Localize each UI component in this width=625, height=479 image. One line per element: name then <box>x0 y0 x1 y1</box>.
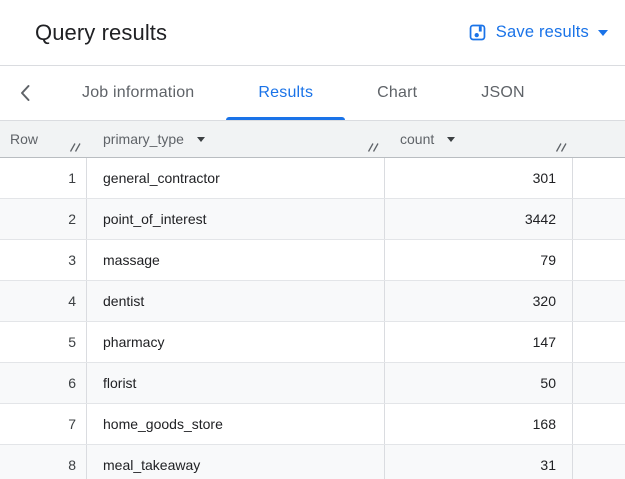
count-cell: 168 <box>385 404 573 444</box>
primary-type-cell: massage <box>87 240 385 280</box>
count-cell: 79 <box>385 240 573 280</box>
column-label: primary_type <box>103 131 184 147</box>
count-cell: 50 <box>385 363 573 403</box>
save-icon <box>468 23 487 42</box>
filler-cell <box>573 445 625 479</box>
caret-down-icon[interactable] <box>196 136 205 142</box>
filler-cell <box>573 240 625 280</box>
table-row: 5 pharmacy 147 <box>0 322 625 363</box>
save-results-button[interactable]: Save results <box>468 23 608 42</box>
row-number-cell: 4 <box>0 281 87 321</box>
filler-cell <box>573 281 625 321</box>
filler-cell <box>573 199 625 239</box>
table-row: 8 meal_takeaway 31 <box>0 445 625 479</box>
column-label: Row <box>10 131 39 147</box>
table-row: 3 massage 79 <box>0 240 625 281</box>
column-header-filler <box>573 121 625 157</box>
primary-type-cell: general_contractor <box>87 158 385 198</box>
tab-chart[interactable]: Chart <box>345 66 449 120</box>
column-resize-handle[interactable] <box>367 140 380 152</box>
caret-down-icon <box>598 29 608 36</box>
column-resize-handle[interactable] <box>69 140 82 152</box>
primary-type-cell: meal_takeaway <box>87 445 385 479</box>
primary-type-cell: florist <box>87 363 385 403</box>
table-header-row: Row primary_type count <box>0 121 625 158</box>
table-row: 1 general_contractor 301 <box>0 158 625 199</box>
chevron-left-icon <box>19 84 31 102</box>
results-tab-bar: Job information Results Chart JSON <box>0 66 625 121</box>
tab-results[interactable]: Results <box>226 66 346 120</box>
row-number-cell: 3 <box>0 240 87 280</box>
table-row: 2 point_of_interest 3442 <box>0 199 625 240</box>
panel-header: Query results Save results <box>0 0 625 66</box>
save-results-label: Save results <box>495 23 589 41</box>
filler-cell <box>573 363 625 403</box>
row-number-cell: 5 <box>0 322 87 362</box>
tab-label: Job information <box>82 84 195 101</box>
row-number-cell: 1 <box>0 158 87 198</box>
table-row: 7 home_goods_store 168 <box>0 404 625 445</box>
column-label: count <box>400 131 435 147</box>
tab-label: Results <box>258 84 314 101</box>
primary-type-cell: home_goods_store <box>87 404 385 444</box>
count-cell: 301 <box>385 158 573 198</box>
column-header-count[interactable]: count <box>385 121 573 157</box>
filler-cell <box>573 404 625 444</box>
count-cell: 31 <box>385 445 573 479</box>
filler-cell <box>573 158 625 198</box>
tab-label: Chart <box>377 84 418 101</box>
tab-label: JSON <box>481 84 525 101</box>
active-tab-underline <box>226 117 346 120</box>
filler-cell <box>573 322 625 362</box>
primary-type-cell: pharmacy <box>87 322 385 362</box>
row-number-cell: 7 <box>0 404 87 444</box>
row-number-cell: 8 <box>0 445 87 479</box>
table-body: 1 general_contractor 301 2 point_of_inte… <box>0 158 625 479</box>
primary-type-cell: point_of_interest <box>87 199 385 239</box>
count-cell: 320 <box>385 281 573 321</box>
table-row: 4 dentist 320 <box>0 281 625 322</box>
table-row: 6 florist 50 <box>0 363 625 404</box>
count-cell: 3442 <box>385 199 573 239</box>
primary-type-cell: dentist <box>87 281 385 321</box>
column-header-primary-type[interactable]: primary_type <box>87 121 385 157</box>
caret-down-icon[interactable] <box>447 136 456 142</box>
column-header-row: Row <box>0 121 87 157</box>
tab-json[interactable]: JSON <box>449 66 556 120</box>
count-cell: 147 <box>385 322 573 362</box>
row-number-cell: 2 <box>0 199 87 239</box>
tabs-scroll-left-button[interactable] <box>0 66 50 120</box>
page-title: Query results <box>35 19 168 45</box>
row-number-cell: 6 <box>0 363 87 403</box>
column-resize-handle[interactable] <box>555 140 568 152</box>
tab-job-information[interactable]: Job information <box>50 66 226 120</box>
